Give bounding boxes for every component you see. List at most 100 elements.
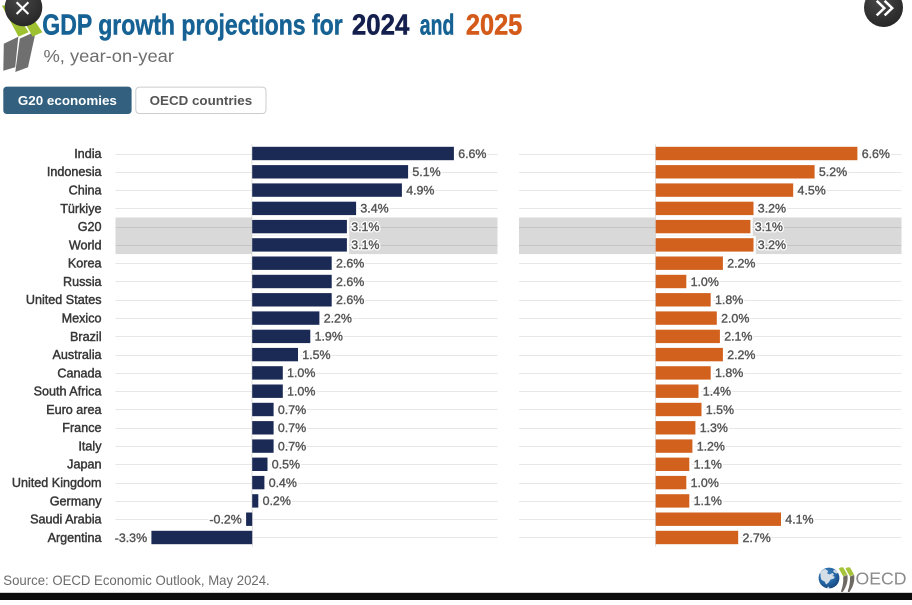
svg-text:0.2%: 0.2% [263, 494, 291, 508]
svg-text:4.5%: 4.5% [798, 183, 826, 197]
svg-text:South Africa: South Africa [34, 385, 102, 399]
svg-text:1.9%: 1.9% [315, 330, 343, 344]
svg-text:1.9%: 1.9% [315, 330, 343, 344]
svg-text:1.1%: 1.1% [694, 494, 722, 508]
svg-text:United States: United States [26, 293, 102, 307]
svg-text:2.2%: 2.2% [324, 311, 352, 325]
svg-text:France: France [62, 421, 101, 435]
svg-text:3.2%: 3.2% [758, 202, 786, 216]
svg-text:OECD countries: OECD countries [150, 94, 253, 108]
svg-text:1.0%: 1.0% [691, 275, 719, 289]
svg-text:1.0%: 1.0% [691, 476, 719, 490]
svg-text:0.2%: 0.2% [263, 494, 291, 508]
svg-text:G20: G20 [78, 220, 102, 234]
svg-text:2.0%: 2.0% [721, 311, 749, 325]
svg-text:Euro area: Euro area [46, 403, 101, 417]
svg-text:-3.3%: -3.3% [115, 531, 147, 545]
svg-text:1.4%: 1.4% [703, 385, 731, 399]
svg-text:1.8%: 1.8% [715, 366, 743, 380]
svg-text:Australia: Australia [53, 348, 102, 362]
svg-text:1.1%: 1.1% [694, 494, 722, 508]
svg-text:2.7%: 2.7% [743, 531, 771, 545]
svg-text:1.1%: 1.1% [694, 458, 722, 472]
svg-text:5.2%: 5.2% [819, 165, 847, 179]
svg-text:Brazil: Brazil [70, 330, 102, 344]
svg-text:India: India [74, 147, 101, 161]
svg-text:Saudi Arabia: Saudi Arabia [30, 513, 101, 527]
svg-text:China: China [69, 184, 102, 198]
svg-text:0.7%: 0.7% [278, 421, 306, 435]
svg-text:1.5%: 1.5% [302, 348, 330, 362]
svg-text:Korea: Korea [68, 257, 102, 271]
svg-text:1.0%: 1.0% [287, 385, 315, 399]
svg-text:4.9%: 4.9% [406, 183, 434, 197]
svg-text:2.6%: 2.6% [336, 293, 364, 307]
svg-text:3.2%: 3.2% [758, 238, 786, 252]
svg-text:0.7%: 0.7% [278, 439, 306, 453]
svg-text:2.2%: 2.2% [727, 257, 755, 271]
svg-text:2.7%: 2.7% [743, 531, 771, 545]
svg-text:3.1%: 3.1% [351, 238, 379, 252]
svg-text:4.1%: 4.1% [785, 513, 813, 527]
svg-text:-0.2%: -0.2% [209, 513, 241, 527]
svg-text:1.5%: 1.5% [302, 348, 330, 362]
svg-text:-0.2%: -0.2% [209, 513, 241, 527]
svg-text:3.1%: 3.1% [351, 238, 379, 252]
svg-text:0.7%: 0.7% [278, 439, 306, 453]
svg-text:6.6%: 6.6% [458, 147, 486, 161]
svg-text:World: World [69, 238, 102, 252]
svg-text:2.1%: 2.1% [724, 330, 752, 344]
svg-text:Japan: Japan [67, 458, 101, 472]
svg-text:2.6%: 2.6% [336, 257, 364, 271]
svg-text:1.0%: 1.0% [691, 275, 719, 289]
svg-text:3.1%: 3.1% [755, 220, 783, 234]
svg-text:2.2%: 2.2% [727, 257, 755, 271]
svg-text:5.1%: 5.1% [412, 165, 440, 179]
svg-text:Mexico: Mexico [62, 312, 102, 326]
svg-text:%, year-on-year: %, year-on-year [44, 46, 175, 66]
svg-text:1.1%: 1.1% [694, 458, 722, 472]
svg-text:United Kingdom: United Kingdom [12, 476, 102, 490]
svg-text:1.0%: 1.0% [287, 385, 315, 399]
svg-text:1.8%: 1.8% [715, 293, 743, 307]
svg-text:and: and [420, 9, 455, 41]
svg-text:1.2%: 1.2% [697, 439, 725, 453]
svg-text:4.9%: 4.9% [406, 183, 434, 197]
svg-text:Russia: Russia [63, 275, 102, 289]
svg-text:0.5%: 0.5% [272, 458, 300, 472]
svg-text:1.5%: 1.5% [706, 403, 734, 417]
svg-text:2.1%: 2.1% [724, 330, 752, 344]
svg-text:3.1%: 3.1% [351, 220, 379, 234]
svg-text:G20 economies: G20 economies [18, 94, 117, 108]
svg-text:4.5%: 4.5% [798, 183, 826, 197]
svg-text:1.4%: 1.4% [703, 385, 731, 399]
svg-text:OECD: OECD [856, 569, 907, 589]
svg-text:6.6%: 6.6% [862, 147, 890, 161]
svg-text:2024: 2024 [352, 9, 410, 41]
svg-text:3.2%: 3.2% [758, 202, 786, 216]
svg-text:1.8%: 1.8% [715, 366, 743, 380]
svg-text:1.3%: 1.3% [700, 421, 728, 435]
svg-text:3.1%: 3.1% [351, 220, 379, 234]
svg-text:2.6%: 2.6% [336, 275, 364, 289]
svg-text:1.3%: 1.3% [700, 421, 728, 435]
svg-text:2.0%: 2.0% [721, 311, 749, 325]
svg-text:Türkiye: Türkiye [60, 202, 101, 216]
svg-text:2.2%: 2.2% [727, 348, 755, 362]
svg-text:5.2%: 5.2% [819, 165, 847, 179]
svg-text:1.0%: 1.0% [287, 366, 315, 380]
svg-text:3.1%: 3.1% [755, 220, 783, 234]
svg-text:0.4%: 0.4% [269, 476, 297, 490]
svg-text:2.6%: 2.6% [336, 275, 364, 289]
svg-text:3.4%: 3.4% [360, 202, 388, 216]
svg-text:1.8%: 1.8% [715, 293, 743, 307]
svg-text:4.1%: 4.1% [785, 513, 813, 527]
svg-text:Indonesia: Indonesia [47, 165, 102, 179]
svg-text:3.4%: 3.4% [360, 202, 388, 216]
svg-text:0.7%: 0.7% [278, 403, 306, 417]
svg-text:2.6%: 2.6% [336, 257, 364, 271]
svg-text:Germany: Germany [50, 494, 102, 508]
svg-text:2.2%: 2.2% [727, 348, 755, 362]
svg-text:1.5%: 1.5% [706, 403, 734, 417]
svg-text:Argentina: Argentina [48, 531, 102, 545]
